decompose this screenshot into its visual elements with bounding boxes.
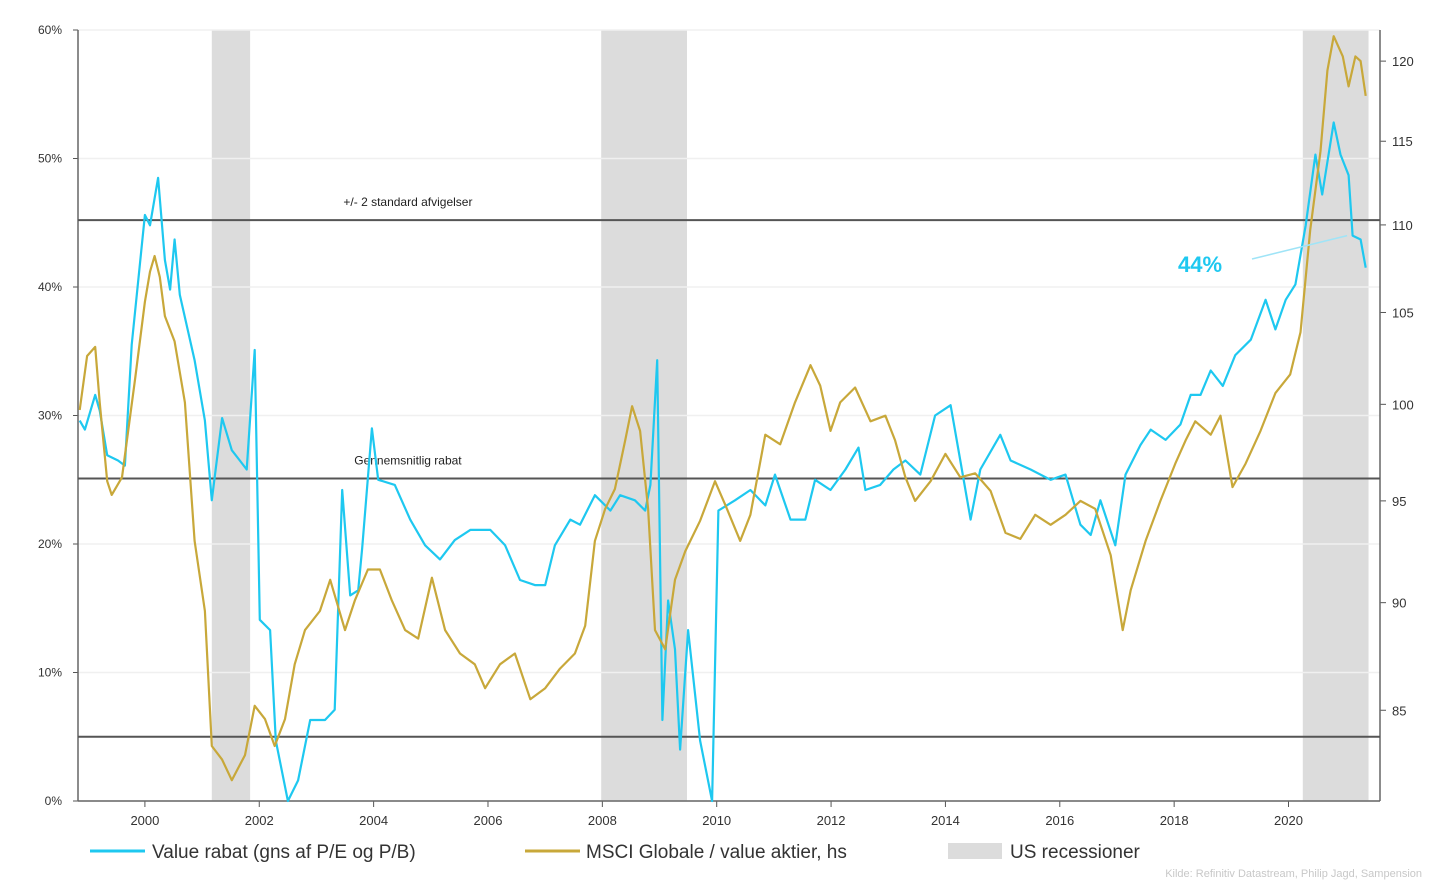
x-tick-label: 2010 [702, 813, 731, 828]
legend-label: Value rabat (gns af P/E og P/B) [152, 842, 416, 863]
legend-swatch-recessions [948, 843, 1002, 859]
right-tick-label: 110 [1392, 218, 1413, 233]
x-tick-label: 2018 [1160, 813, 1189, 828]
right-tick-label: 115 [1392, 134, 1413, 149]
x-tick-label: 2006 [474, 813, 503, 828]
left-tick-label: 60% [38, 23, 62, 37]
x-tick-label: 2016 [1045, 813, 1074, 828]
x-tick-label: 2014 [931, 813, 960, 828]
left-tick-label: 50% [38, 152, 62, 166]
annotation-label: 44% [1178, 252, 1222, 277]
source-note: Kilde: Refinitiv Datastream, Philip Jagd… [1165, 868, 1422, 880]
x-tick-label: 2000 [130, 813, 159, 828]
right-tick-label: 120 [1392, 54, 1414, 69]
left-tick-label: 40% [38, 280, 62, 294]
reference-line-label: Gennemsnitlig rabat [354, 453, 462, 467]
left-tick-label: 30% [38, 409, 62, 423]
x-tick-label: 2004 [359, 813, 388, 828]
right-tick-label: 100 [1392, 397, 1414, 412]
x-tick-label: 2008 [588, 813, 617, 828]
x-tick-label: 2020 [1274, 813, 1303, 828]
legend-label: US recessioner [1010, 842, 1141, 863]
right-tick-label: 95 [1392, 494, 1406, 509]
x-tick-label: 2012 [817, 813, 846, 828]
left-tick-label: 10% [38, 666, 62, 680]
annotation-pointer [1251, 234, 1348, 260]
series-line-value-discount [78, 121, 1367, 803]
right-tick-label: 90 [1392, 596, 1406, 611]
reference-line-label: +/- 2 standard afvigelser [343, 195, 472, 209]
series-line-msci-ratio [78, 35, 1367, 782]
right-tick-label: 105 [1392, 305, 1414, 320]
legend-label: MSCI Globale / value aktier, hs [586, 842, 847, 863]
x-tick-label: 2002 [245, 813, 274, 828]
right-tick-label: 85 [1392, 703, 1406, 718]
left-tick-label: 0% [45, 794, 63, 808]
left-tick-label: 20% [38, 537, 62, 551]
